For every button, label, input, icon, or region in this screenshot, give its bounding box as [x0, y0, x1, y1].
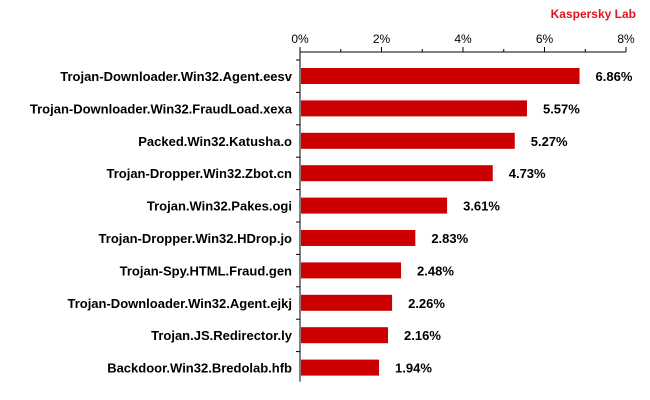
- value-label: 2.83%: [431, 231, 468, 246]
- value-label: 3.61%: [463, 199, 500, 214]
- bar: [301, 294, 393, 311]
- category-label: Trojan-Downloader.Win32.Agent.eesv: [60, 69, 293, 84]
- bar: [301, 68, 580, 84]
- value-label: 5.27%: [531, 134, 568, 149]
- bar: [301, 165, 493, 182]
- category-label: Trojan-Downloader.Win32.FraudLoad.xexa: [30, 101, 293, 116]
- bar: [301, 327, 389, 344]
- bar: [301, 100, 527, 117]
- value-label: 2.48%: [417, 263, 454, 278]
- category-label: Trojan-Downloader.Win32.Agent.ejkj: [67, 296, 292, 311]
- x-tick-label: 0%: [291, 32, 309, 46]
- bar: [301, 230, 416, 246]
- bar: [301, 132, 515, 149]
- value-label: 1.94%: [395, 361, 432, 376]
- category-label: Trojan-Dropper.Win32.HDrop.jo: [99, 231, 293, 246]
- category-label: Backdoor.Win32.Bredolab.hfb: [107, 361, 292, 376]
- x-tick-label: 8%: [617, 32, 635, 46]
- category-labels: Trojan-Downloader.Win32.Agent.eesv Trojan…: [30, 69, 293, 376]
- value-label: 4.73%: [509, 166, 546, 181]
- bar: [301, 197, 448, 214]
- category-label: Trojan.Win32.Pakes.ogi: [147, 199, 292, 214]
- brand-logo-text: Kaspersky Lab: [550, 7, 636, 21]
- category-label: Trojan.JS.Redirector.ly: [151, 328, 293, 343]
- value-label: 2.16%: [404, 328, 441, 343]
- x-tick-label: 2%: [373, 32, 391, 46]
- bar-series: [301, 68, 580, 376]
- value-label: 6.86%: [596, 69, 633, 84]
- bar: [301, 262, 402, 279]
- category-label: Trojan-Spy.HTML.Fraud.gen: [120, 263, 292, 278]
- x-tick-label: 4%: [454, 32, 472, 46]
- category-label: Trojan-Dropper.Win32.Zbot.cn: [106, 166, 292, 181]
- value-label: 5.57%: [543, 101, 580, 116]
- bar: [301, 359, 380, 376]
- value-label: 2.26%: [408, 296, 445, 311]
- x-axis: 0% 2% 4% 6% 8%: [291, 32, 635, 382]
- value-labels: 6.86% 5.57% 5.27% 4.73% 3.61% 2.83% 2.48% 2.26%…: [395, 69, 633, 376]
- x-tick-label: 6%: [536, 32, 554, 46]
- category-label: Packed.Win32.Katusha.o: [138, 134, 292, 149]
